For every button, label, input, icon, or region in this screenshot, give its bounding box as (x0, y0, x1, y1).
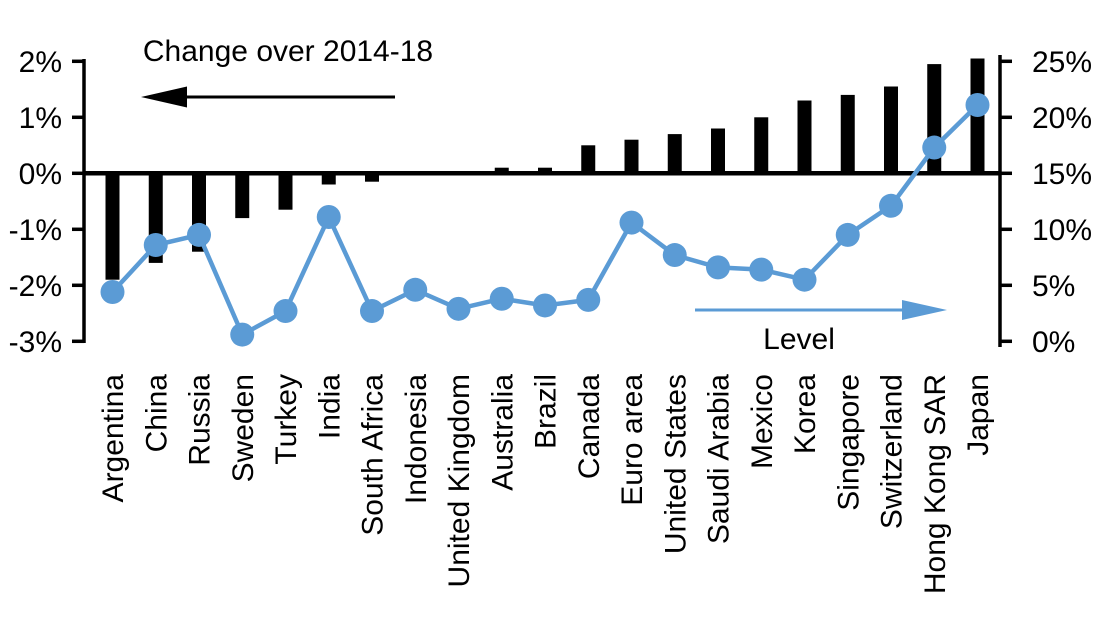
bar-united-states (667, 134, 682, 174)
right-axis-tick-label: 20% (1032, 102, 1092, 135)
level-marker-china (143, 232, 168, 257)
level-marker-united-kingdom (446, 296, 471, 321)
level-marker-korea (792, 267, 817, 292)
category-label-turkey: Turkey (270, 374, 303, 465)
category-label-australia: Australia (486, 374, 519, 491)
bar-singapore (840, 94, 855, 174)
right-axis-tick-label: 0% (1032, 326, 1075, 359)
category-label-saudi-arabia: Saudi Arabia (703, 374, 736, 544)
category-label-canada: Canada (573, 374, 606, 479)
right-axis-tick-label: 15% (1032, 158, 1092, 191)
level-marker-india (316, 204, 341, 229)
level-marker-russia (187, 222, 211, 247)
level-marker-argentina (100, 280, 125, 305)
category-label-brazil: Brazil (530, 374, 563, 449)
bar-canada (581, 145, 596, 174)
right-axis-tick-label: 10% (1032, 214, 1092, 247)
category-label-united-states: United States (659, 374, 692, 554)
left-axis-tick-label: 2% (19, 46, 62, 79)
level-marker-sweden (230, 322, 255, 347)
bar-series (105, 58, 985, 280)
level-marker-australia (489, 286, 514, 311)
category-label-singapore: Singapore (832, 374, 865, 511)
line-series (100, 92, 990, 347)
category-label-south-africa: South Africa (357, 374, 390, 536)
level-marker-mexico (749, 257, 774, 282)
category-label-korea: Korea (789, 374, 822, 454)
left-axis-tick-label: -1% (9, 214, 62, 247)
category-label-russia: Russia (184, 374, 217, 466)
category-label-united-kingdom: United Kingdom (443, 374, 476, 587)
left-axis-ticks: 2% 1% 0% -1% -2% -3% (9, 46, 84, 359)
bar-south-africa (365, 173, 379, 182)
level-marker-brazil (533, 293, 557, 318)
level-marker-switzerland (879, 193, 903, 218)
bar-mexico (754, 117, 769, 174)
bar-sweden (235, 173, 250, 219)
bar-series-annotation-label: Change over 2014-18 (143, 35, 433, 68)
right-arrow-head-icon (902, 300, 947, 320)
right-axis-ticks: 25% 20% 15% 10% 5% 0% (1000, 46, 1092, 359)
category-labels: Argentina China Russia Sweden Turkey India Sou… (97, 374, 995, 594)
level-marker-euro-area (619, 210, 644, 235)
bar-saudi-arabia (711, 128, 725, 174)
category-label-china: China (140, 374, 173, 453)
level-marker-united-states (662, 243, 687, 268)
bar-korea (797, 100, 812, 174)
left-axis-tick-label: -3% (9, 326, 62, 359)
level-marker-indonesia (403, 277, 428, 302)
level-marker-south-africa (360, 299, 384, 324)
line-series-annotation-label: Level (763, 323, 835, 356)
category-label-euro-area: Euro area (616, 374, 649, 506)
right-axis-tick-label: 5% (1032, 270, 1075, 303)
category-label-switzerland: Switzerland (876, 374, 909, 529)
left-axis-tick-label: -2% (9, 270, 62, 303)
category-label-sweden: Sweden (227, 374, 260, 482)
right-axis-tick-label: 25% (1032, 46, 1092, 79)
level-marker-saudi-arabia (706, 255, 730, 280)
bar-australia (494, 167, 509, 174)
category-label-indonesia: Indonesia (400, 374, 433, 504)
left-axis-tick-label: 1% (19, 102, 62, 135)
category-label-argentina: Argentina (97, 374, 130, 503)
bar-argentina (105, 173, 120, 280)
left-axis-tick-label: 0% (19, 158, 62, 191)
bar-euro-area (624, 139, 639, 174)
level-marker-japan (965, 92, 990, 117)
bar-india (321, 173, 336, 185)
category-label-india: India (313, 374, 346, 439)
bar-switzerland (884, 86, 898, 174)
left-arrow-head-icon (141, 86, 187, 108)
bar-brazil (538, 167, 552, 174)
level-marker-canada (576, 287, 601, 312)
category-label-hong-kong-sar: Hong Kong SAR (919, 374, 952, 594)
bar-turkey (278, 173, 293, 210)
level-marker-turkey (273, 299, 298, 324)
level-marker-singapore (835, 222, 860, 247)
category-label-japan: Japan (962, 374, 995, 456)
category-label-mexico: Mexico (746, 374, 779, 469)
level-marker-hong-kong-sar (922, 135, 947, 160)
